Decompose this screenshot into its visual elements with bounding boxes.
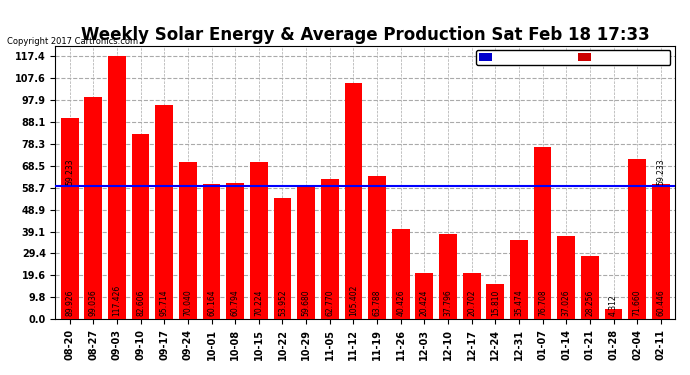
Bar [558, 236, 575, 319]
Title: Weekly Solar Energy & Average Production Sat Feb 18 17:33: Weekly Solar Energy & Average Production… [81, 26, 649, 44]
Text: 70.224: 70.224 [255, 289, 264, 316]
Bar [203, 184, 220, 319]
Bar [155, 105, 173, 319]
Bar [344, 83, 362, 319]
Bar [226, 183, 244, 319]
Bar [61, 118, 79, 319]
Text: 37.026: 37.026 [562, 289, 571, 316]
Text: 89.926: 89.926 [65, 289, 74, 316]
Text: 60.794: 60.794 [230, 289, 239, 316]
Text: 62.770: 62.770 [325, 289, 334, 316]
Bar [581, 256, 599, 319]
Text: 70.040: 70.040 [184, 289, 193, 316]
Text: 76.708: 76.708 [538, 289, 547, 316]
Text: 59.680: 59.680 [302, 289, 310, 316]
Text: 60.164: 60.164 [207, 289, 216, 316]
Text: 37.796: 37.796 [444, 289, 453, 316]
Bar [274, 198, 291, 319]
Text: 20.702: 20.702 [467, 289, 476, 316]
Text: 71.660: 71.660 [633, 289, 642, 316]
Text: 20.424: 20.424 [420, 289, 429, 316]
Text: 82.606: 82.606 [136, 289, 145, 316]
Text: 28.256: 28.256 [585, 290, 594, 316]
Text: 53.952: 53.952 [278, 289, 287, 316]
Bar [604, 309, 622, 319]
Text: 117.426: 117.426 [112, 285, 121, 316]
Bar [415, 273, 433, 319]
Bar [510, 240, 528, 319]
Text: Copyright 2017 Cartronics.com: Copyright 2017 Cartronics.com [7, 38, 138, 46]
Bar [84, 97, 102, 319]
Bar [392, 229, 410, 319]
Bar [108, 56, 126, 319]
Bar [533, 147, 551, 319]
Bar [250, 162, 268, 319]
Text: 40.426: 40.426 [396, 289, 405, 316]
Bar [297, 185, 315, 319]
Bar [652, 184, 670, 319]
Text: 99.036: 99.036 [89, 289, 98, 316]
Text: 59.233: 59.233 [65, 158, 74, 184]
Bar [368, 176, 386, 319]
Bar [486, 284, 504, 319]
Text: 60.446: 60.446 [656, 289, 665, 316]
Bar [321, 178, 339, 319]
Bar [179, 162, 197, 319]
Text: 59.233: 59.233 [656, 158, 665, 184]
Bar [463, 273, 480, 319]
Bar [132, 134, 150, 319]
Text: 15.810: 15.810 [491, 290, 500, 316]
Legend: Average  (kWh), Weekly  (kWh): Average (kWh), Weekly (kWh) [476, 50, 671, 65]
Text: 63.788: 63.788 [373, 289, 382, 316]
Bar [439, 234, 457, 319]
Text: 35.474: 35.474 [515, 289, 524, 316]
Bar [629, 159, 646, 319]
Text: 4.312: 4.312 [609, 294, 618, 316]
Text: 105.402: 105.402 [349, 284, 358, 316]
Text: 95.714: 95.714 [160, 289, 169, 316]
